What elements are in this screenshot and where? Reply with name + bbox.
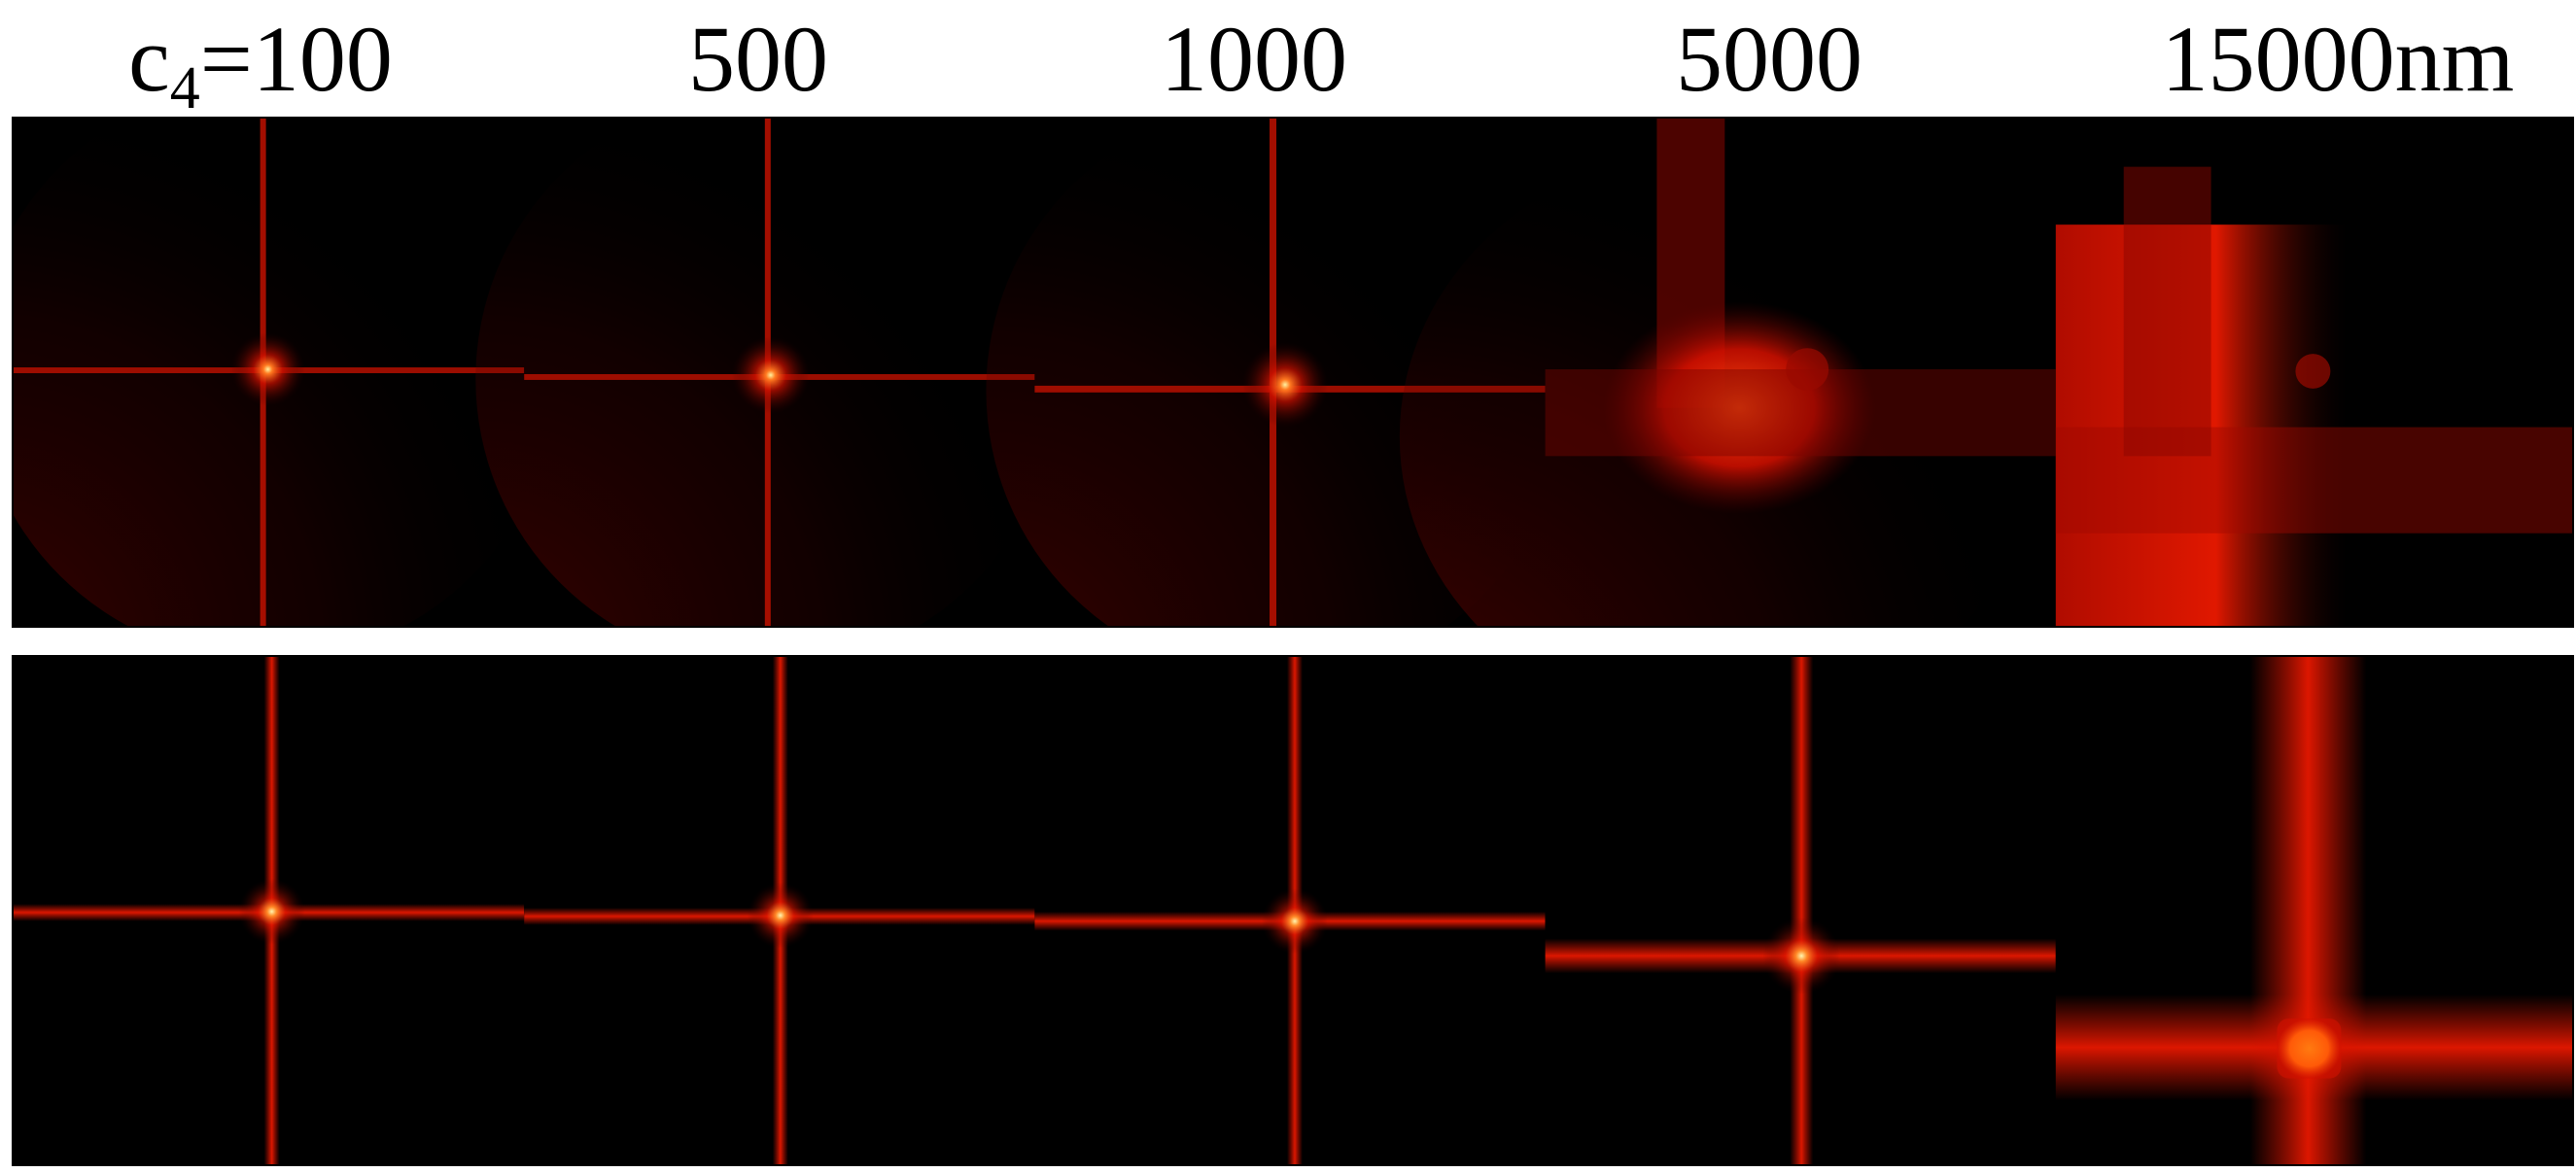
bottom-subpanel-3	[1034, 657, 1546, 1164]
bottom-panel-canvas	[14, 657, 2572, 1164]
c4-value: =100	[199, 7, 393, 111]
bottom-panel-strip	[12, 655, 2574, 1166]
top-panel-strip	[12, 117, 2574, 628]
bottom-subpanel-5	[2055, 657, 2572, 1164]
column-label-500: 500	[688, 7, 828, 111]
column-label-5000: 5000	[1676, 7, 1862, 111]
top-subpanel-1	[14, 119, 558, 626]
bottom-subpanel-4	[1545, 657, 2056, 1164]
top-subpanel-2	[475, 119, 1059, 626]
bottom-subpanel-1	[14, 657, 525, 1164]
bottom-subpanel-2	[524, 657, 1035, 1164]
top-subpanel-5	[2055, 119, 2572, 626]
c4-subscript: 4	[169, 55, 200, 121]
column-label-c4-100: c4=100	[115, 6, 406, 119]
top-panel-canvas	[14, 119, 2572, 626]
column-label-15000nm: 15000nm	[2161, 7, 2515, 111]
c4-prefix: c	[128, 7, 170, 111]
top-subpanel-4	[1399, 119, 2056, 626]
column-label-1000: 1000	[1161, 7, 1347, 111]
